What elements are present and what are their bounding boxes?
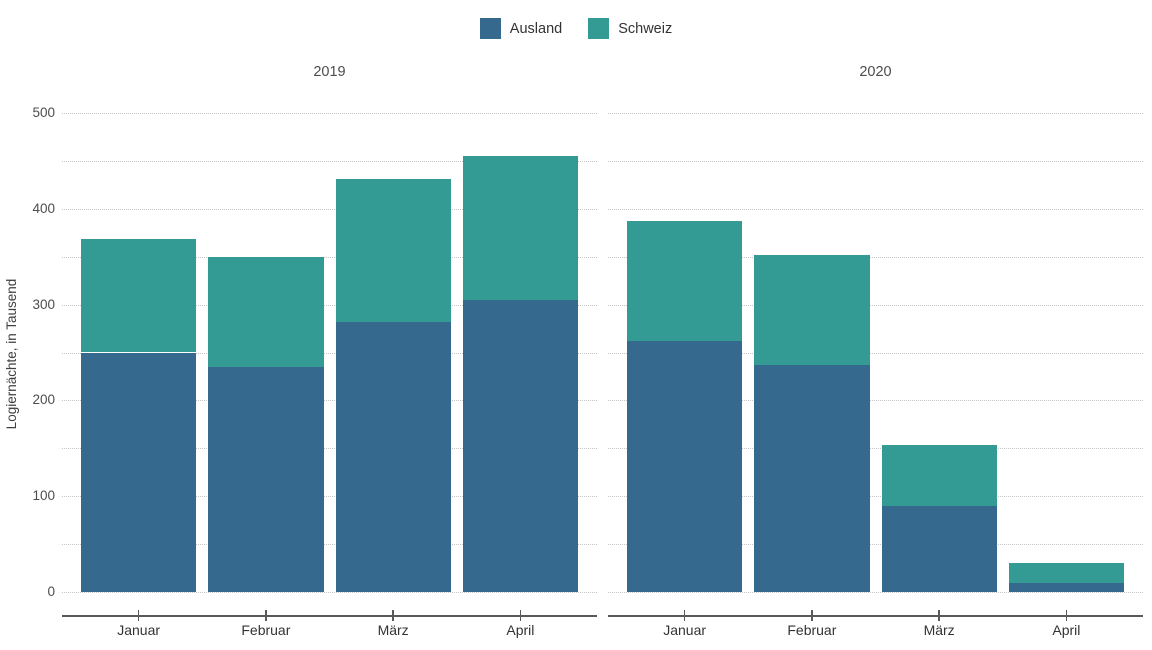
gridline-450-panel0 <box>62 160 597 162</box>
x-tick-2019-3 <box>519 610 522 621</box>
x-tick-2019-1 <box>265 610 267 621</box>
x-axis-line-panel1 <box>608 615 1143 617</box>
facet-title-2020: 2020 <box>859 64 892 80</box>
x-tick-2019-2 <box>392 610 394 621</box>
bar-2019-januar-schweiz <box>81 239 197 353</box>
gridline-100-panel1 <box>608 496 1143 498</box>
gridline-350-panel1 <box>608 256 1143 258</box>
gridline-300-panel0 <box>62 304 597 306</box>
y-tick-label-0: 0 <box>47 584 55 599</box>
x-label-2020-2: März <box>923 622 955 638</box>
y-tick-label-400: 400 <box>32 200 55 216</box>
x-label-2020-0: Januar <box>663 622 707 638</box>
gridline-0-panel1 <box>608 592 1143 593</box>
gridline-0-panel0 <box>62 592 597 593</box>
legend-item-ausland: Ausland <box>479 18 563 39</box>
bar-2019-februar-schweiz <box>208 256 324 367</box>
gridline-200-panel1 <box>608 400 1143 402</box>
bar-2020-april-ausland <box>1008 583 1124 592</box>
x-label-2019-1: Februar <box>241 622 291 638</box>
x-tick-2020-3 <box>1065 610 1068 621</box>
x-tick-2020-2 <box>938 610 940 621</box>
gridline-500-panel0 <box>62 113 597 114</box>
legend-item-schweiz: Schweiz <box>588 18 672 39</box>
x-tick-2019-0 <box>137 610 140 621</box>
x-label-2019-2: März <box>377 622 409 638</box>
legend: Ausland Schweiz <box>0 18 1152 39</box>
bar-2020-april-schweiz <box>1008 563 1124 584</box>
bar-2019-januar-ausland <box>81 352 197 592</box>
y-tick-label-500: 500 <box>32 105 55 120</box>
bar-2020-märz-ausland <box>881 505 997 592</box>
y-tick-label-300: 300 <box>32 296 55 312</box>
x-label-2019-0: Januar <box>117 622 161 638</box>
x-tick-2020-0 <box>683 610 686 621</box>
y-axis-title: Logiernächte, in Tausend <box>4 278 19 430</box>
bar-2020-januar-ausland <box>627 341 743 592</box>
schweiz-swatch-icon <box>588 18 610 39</box>
bar-2019-februar-ausland <box>208 366 324 592</box>
bar-2020-märz-schweiz <box>881 445 997 506</box>
gridline-450-panel1 <box>608 160 1143 162</box>
gridline-150-panel0 <box>62 448 597 450</box>
gridline-500-panel1 <box>608 113 1143 114</box>
bar-2019-april-schweiz <box>462 156 578 300</box>
bar-2019-april-ausland <box>462 299 578 592</box>
x-tick-2020-1 <box>811 610 813 621</box>
gridline-50-panel0 <box>62 544 597 546</box>
x-axis-line-panel0 <box>62 615 597 617</box>
x-label-2020-1: Februar <box>787 622 837 638</box>
gridline-200-panel0 <box>62 400 597 402</box>
gridline-400-panel0 <box>62 208 597 210</box>
bar-2019-märz-ausland <box>335 321 451 592</box>
gridline-100-panel0 <box>62 496 597 498</box>
gridline-350-panel0 <box>62 256 597 258</box>
gridline-400-panel1 <box>608 208 1143 210</box>
y-tick-label-100: 100 <box>32 488 55 504</box>
bar-2020-januar-schweiz <box>627 221 743 341</box>
facet-title-2019: 2019 <box>313 64 346 80</box>
bar-2020-februar-ausland <box>754 364 870 592</box>
legend-label-ausland: Ausland <box>509 20 563 37</box>
ausland-swatch-icon <box>479 18 501 39</box>
gridline-250-panel0 <box>62 352 597 354</box>
bar-2019-märz-schweiz <box>335 179 451 322</box>
gridline-250-panel1 <box>608 352 1143 354</box>
gridline-300-panel1 <box>608 304 1143 306</box>
bar-2020-februar-schweiz <box>754 254 870 365</box>
gridline-150-panel1 <box>608 448 1143 450</box>
x-label-2020-3: April <box>1052 622 1081 638</box>
x-label-2019-3: April <box>506 622 535 638</box>
gridline-50-panel1 <box>608 544 1143 546</box>
y-tick-label-200: 200 <box>32 392 55 408</box>
legend-label-schweiz: Schweiz <box>618 20 673 37</box>
